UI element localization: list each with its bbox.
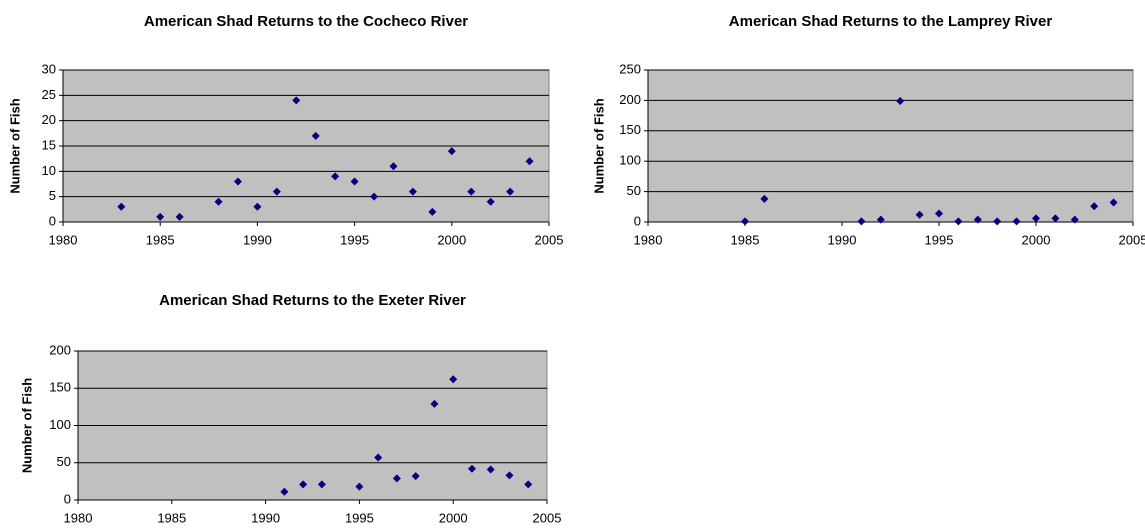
x-tick-label: 1980 <box>634 232 663 247</box>
y-tick-label: 50 <box>627 183 641 198</box>
data-point <box>389 162 398 171</box>
data-point <box>214 197 223 206</box>
chart-title: American Shad Returns to the Cocheco Riv… <box>144 13 468 30</box>
y-axis-label: Number of Fish <box>19 378 34 473</box>
y-tick-label: 0 <box>634 213 641 228</box>
data-point <box>299 480 308 489</box>
data-point <box>175 212 184 221</box>
y-axis-label: Number of Fish <box>591 98 606 193</box>
x-tick-label: 2000 <box>1022 232 1051 247</box>
data-point <box>954 217 963 226</box>
y-tick-label: 50 <box>57 454 71 469</box>
y-tick-label: 5 <box>49 188 56 203</box>
data-point <box>1032 214 1040 223</box>
data-point <box>525 157 534 166</box>
plot-area <box>647 69 1134 223</box>
x-tick-label: 2000 <box>439 510 468 525</box>
data-point <box>447 147 456 156</box>
data-point <box>430 399 439 408</box>
data-point <box>233 177 242 186</box>
y-tick-label: 150 <box>619 122 641 137</box>
chart-title: American Shad Returns to the Lamprey Riv… <box>729 13 1053 30</box>
chart-title: American Shad Returns to the Exeter Rive… <box>159 292 466 309</box>
data-point <box>506 187 515 196</box>
data-point <box>428 207 437 216</box>
x-tick-label: 1995 <box>925 232 954 247</box>
x-tick-label: 1985 <box>731 232 760 247</box>
x-tick-label: 2005 <box>533 510 562 525</box>
x-tick-label: 1995 <box>340 232 369 247</box>
data-point <box>292 96 301 105</box>
data-point <box>896 97 905 106</box>
x-tick-label: 2005 <box>1119 232 1145 247</box>
y-tick-label: 150 <box>49 380 71 395</box>
data-point <box>1070 215 1079 224</box>
data-point <box>411 472 420 481</box>
y-tick-label: 20 <box>42 112 56 127</box>
y-axis-label: Number of Fish <box>7 98 22 193</box>
y-tick-label: 200 <box>619 92 641 107</box>
data-point <box>280 487 289 496</box>
x-tick-label: 2005 <box>535 232 564 247</box>
x-tick-label: 1980 <box>64 510 93 525</box>
data-point <box>370 192 379 201</box>
data-point <box>741 217 749 226</box>
data-point <box>317 480 326 489</box>
data-point <box>524 480 533 489</box>
data-point <box>311 131 320 140</box>
x-tick-label: 1985 <box>157 510 186 525</box>
data-point <box>760 194 769 203</box>
data-point <box>449 375 458 384</box>
data-point <box>935 209 943 218</box>
data-point <box>355 482 364 491</box>
y-tick-label: 0 <box>64 491 71 506</box>
y-tick-label: 15 <box>42 137 56 152</box>
y-tick-label: 30 <box>42 61 56 76</box>
data-point <box>392 474 401 483</box>
y-tick-label: 10 <box>42 163 56 178</box>
y-tick-label: 100 <box>619 153 641 168</box>
data-point <box>486 197 495 206</box>
data-point <box>331 172 340 181</box>
y-tick-label: 25 <box>42 87 56 102</box>
data-point <box>374 453 383 462</box>
y-tick-label: 250 <box>619 61 641 76</box>
data-point <box>467 464 476 473</box>
data-point <box>156 212 165 221</box>
x-tick-label: 1995 <box>345 510 374 525</box>
data-point <box>467 187 476 196</box>
data-point <box>253 202 262 211</box>
data-point <box>993 217 1002 226</box>
data-point <box>505 471 514 480</box>
data-point <box>973 215 982 224</box>
data-point <box>272 187 281 196</box>
y-tick-label: 100 <box>49 417 71 432</box>
y-tick-label: 0 <box>49 213 56 228</box>
data-point <box>486 465 495 474</box>
x-tick-label: 1985 <box>146 232 175 247</box>
data-point <box>1109 198 1118 207</box>
x-tick-label: 1990 <box>251 510 280 525</box>
x-tick-label: 1990 <box>828 232 857 247</box>
data-point <box>350 177 359 186</box>
data-point <box>117 202 126 211</box>
data-point <box>1090 202 1099 211</box>
data-point <box>1051 214 1060 223</box>
data-point <box>915 210 924 219</box>
x-tick-label: 1980 <box>49 232 78 247</box>
x-tick-label: 2000 <box>437 232 466 247</box>
data-point <box>857 217 866 226</box>
data-point <box>876 215 885 224</box>
y-tick-label: 200 <box>49 342 71 357</box>
data-point <box>1012 217 1021 226</box>
data-point <box>408 187 417 196</box>
x-tick-label: 1990 <box>243 232 272 247</box>
